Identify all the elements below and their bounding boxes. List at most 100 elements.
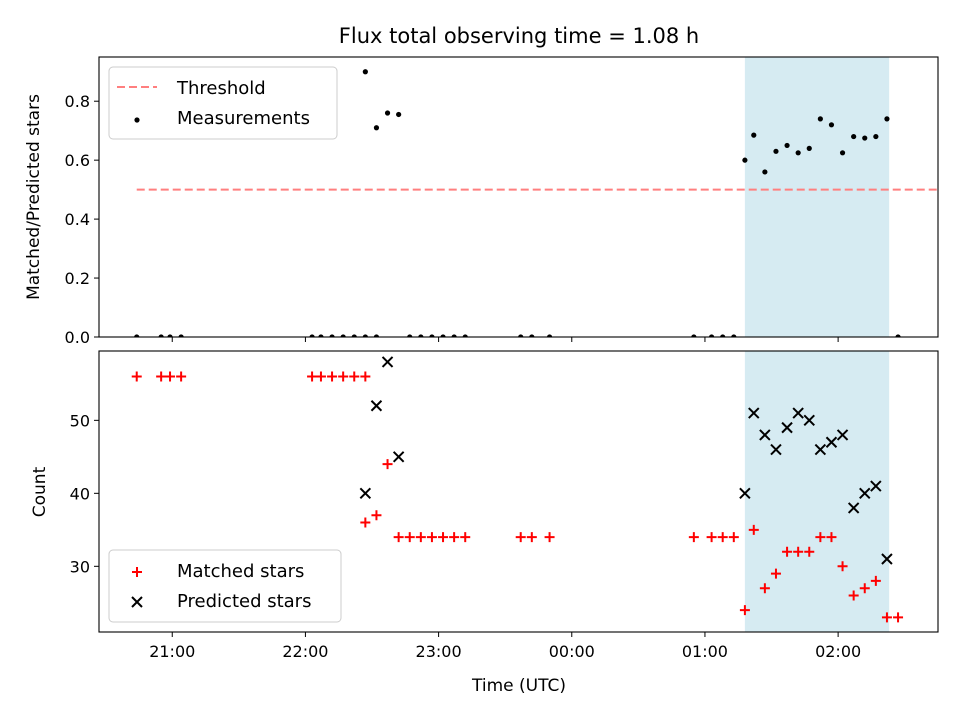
measurement-point [418, 334, 424, 337]
predicted-star-point [381, 356, 394, 368]
chart-title: Flux total observing time = 1.08 h [339, 24, 699, 48]
matched-star-point [404, 532, 415, 543]
matched-star-point [360, 517, 371, 528]
axes-frame [98, 56, 939, 338]
matched-star-point [815, 532, 826, 543]
measurement-point [429, 334, 435, 337]
matched-star-point [804, 546, 815, 557]
measurement-point [762, 169, 768, 175]
predicted-star-point [748, 407, 760, 419]
matched-star-point [349, 371, 360, 382]
legend-label: Predicted stars [177, 591, 311, 612]
y-tick-label: 0.4 [65, 210, 90, 229]
matched-star-point [515, 532, 526, 543]
legend-label: Matched stars [177, 561, 304, 582]
measurement-point [529, 334, 535, 337]
measurement-point [362, 334, 368, 337]
measurement-point [451, 334, 457, 337]
x-tick-label: 22:00 [282, 642, 328, 661]
matched-star-point [338, 371, 349, 382]
measurement-point [462, 334, 468, 337]
y-tick-label: 0.0 [65, 328, 90, 347]
shaded-span [744, 57, 890, 337]
legend: Matched stars Predicted stars [108, 549, 342, 623]
matched-star-point [460, 532, 471, 543]
plot-area [134, 69, 938, 337]
matched-star-point [881, 612, 892, 623]
measurement-point [751, 132, 757, 138]
matched-star-point [382, 459, 393, 470]
matched-star-point [770, 568, 781, 579]
measurement-point [742, 157, 748, 163]
predicted-star-point [792, 407, 804, 419]
matched-star-point [176, 371, 187, 382]
matched-star-point [728, 532, 739, 543]
measurement-point [407, 334, 413, 337]
y-tick-label: 50 [70, 411, 90, 430]
y-tick-label: 40 [70, 484, 90, 503]
measurement-point [895, 334, 901, 337]
matched-star-point [544, 532, 555, 543]
matched-star-point [327, 371, 338, 382]
measurement-point [731, 334, 737, 337]
y-tick-label: 0.2 [65, 269, 90, 288]
matched-star-point [393, 532, 404, 543]
x-tick-label: 21:00 [149, 642, 195, 661]
predicted-star-point [739, 487, 751, 500]
matched-star-point [426, 532, 437, 543]
measurement-point [318, 334, 324, 337]
legend-marker [132, 567, 142, 577]
matched-star-point [893, 612, 904, 623]
predicted-star-point [759, 429, 771, 441]
matched-star-point [826, 532, 837, 543]
y-tick-label: 0.6 [65, 151, 90, 170]
x-tick-label: 00:00 [549, 642, 595, 661]
bottom-y-axis-label: Count [30, 466, 50, 517]
matched-star-point [759, 583, 770, 594]
predicted-star-point [881, 553, 893, 565]
matched-star-point [848, 590, 859, 601]
x-tick-label: 02:00 [815, 642, 861, 661]
matched-star-point [706, 532, 717, 543]
matched-star-point [859, 583, 870, 594]
measurement-point [873, 133, 879, 140]
predicted-star-point [836, 429, 849, 441]
measurement-point [362, 69, 368, 75]
measurement-point [839, 150, 846, 156]
measurement-point [440, 334, 446, 337]
predicted-star-point [370, 400, 383, 412]
measurement-point [396, 111, 402, 118]
measurement-point [329, 334, 335, 337]
matched-star-point [307, 371, 318, 382]
matched-star-point [526, 532, 537, 543]
matched-star-point [717, 532, 728, 543]
measurement-point [351, 334, 357, 337]
legend-label: Measurements [177, 108, 310, 129]
matched-star-point [360, 371, 371, 382]
matched-star-point [415, 532, 426, 543]
measurement-point [784, 142, 790, 149]
predicted-star-point [803, 414, 815, 427]
x-tick-label: 01:00 [682, 642, 728, 661]
matched-star-point [748, 524, 759, 535]
matched-star-point [688, 532, 699, 543]
measurement-point [884, 116, 890, 122]
legend: Threshold Measurements [108, 66, 338, 140]
measurement-point [691, 334, 697, 337]
x-tick-label: 23:00 [416, 642, 462, 661]
matched-star-point [793, 546, 804, 557]
predicted-star-point [770, 443, 782, 456]
matched-star-point [165, 371, 176, 382]
matched-star-point [739, 605, 750, 616]
legend-label: Threshold [176, 78, 266, 99]
measurement-point [795, 150, 801, 156]
measurement-point [340, 334, 346, 337]
predicted-star-point [847, 502, 860, 514]
measurement-point [178, 334, 184, 337]
predicted-star-point [392, 451, 405, 463]
plot-area [131, 356, 904, 623]
measurement-point [167, 334, 173, 337]
y-tick-label: 0.8 [65, 92, 90, 111]
matched-star-point [449, 532, 460, 543]
measurement-point [134, 334, 140, 337]
